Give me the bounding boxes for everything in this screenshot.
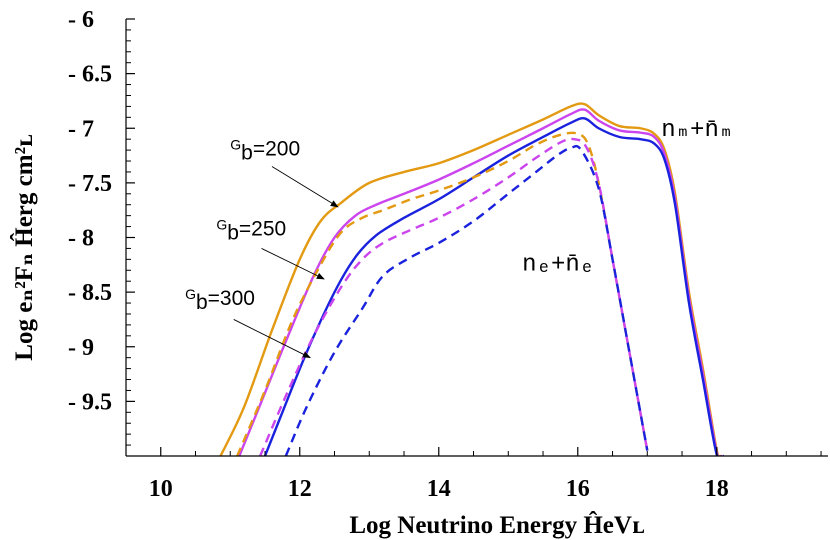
- annotation-gb200: Gb=200: [230, 137, 300, 165]
- series-group: [219, 102, 725, 456]
- x-tick-label: 18: [705, 476, 729, 502]
- annotation-arrow-gb200: [271, 166, 339, 208]
- y-tick-label: - 6: [68, 7, 94, 33]
- x-tick-label: 12: [288, 476, 312, 502]
- annotation-gb300: Gb=300: [185, 286, 255, 314]
- y-tick-label: - 7.5: [68, 171, 112, 197]
- y-tick-label: - 8: [68, 226, 94, 252]
- x-tick-label: 14: [427, 476, 451, 502]
- annotation-arrow-gb300: [233, 319, 311, 359]
- series-label-e: nₑ+n̄ₑ: [522, 251, 594, 278]
- x-axis-title: Log Neutrino Energy ĤeVʟ: [349, 511, 645, 539]
- series-line-e-gb200-dashed: [236, 131, 649, 456]
- annotation-gb250: Gb=250: [216, 216, 286, 244]
- annotation-arrow-gb250: [261, 248, 325, 280]
- series-line-e-gb250-dashed: [259, 137, 649, 456]
- y-tick-label: - 9: [68, 335, 94, 361]
- y-tick-label: - 9.5: [68, 389, 112, 415]
- y-tick-label: - 6.5: [68, 62, 112, 88]
- series-line-mu-gb300-solid: [263, 117, 725, 456]
- y-tick-label: - 7: [68, 116, 94, 142]
- series-label-mu: nₘ+n̄ₘ: [661, 117, 733, 144]
- y-axis-title: Log eₙ²Fₙ Ĥerg cm²ʟ: [10, 134, 38, 361]
- axes: 10 12 14 16 18 - 6 - 6.5 - 7 - 7.5 - 8 - 8.5 - 9 - 9…: [10, 7, 828, 539]
- x-tick-label: 10: [149, 476, 173, 502]
- series-line-mu-gb250-solid: [238, 108, 723, 456]
- series-line-e-gb300-dashed: [284, 144, 649, 456]
- y-tick-label: - 8.5: [68, 280, 112, 306]
- x-tick-label: 16: [566, 476, 590, 502]
- annotation-group: Gb=200 Gb=250 Gb=300 nₘ+n̄ₘ nₑ+n̄ₑ: [185, 117, 733, 359]
